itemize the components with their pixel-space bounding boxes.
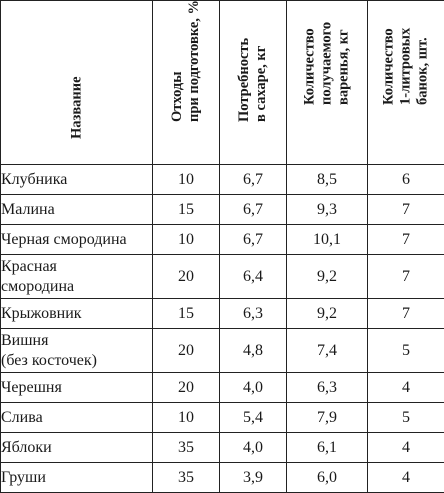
cell-jars: 4 [368, 463, 444, 493]
cell-name: Крыжовник [1, 299, 153, 329]
cell-waste: 20 [153, 255, 220, 299]
cell-waste: 20 [153, 329, 220, 373]
header-waste-label: Отходы при подготовке, % [169, 0, 203, 122]
cell-jam: 7,9 [287, 403, 368, 433]
cell-name: Слива [1, 403, 153, 433]
cell-jars: 5 [368, 403, 444, 433]
header-waste: Отходы при подготовке, % [153, 1, 220, 165]
cell-sugar: 3,9 [220, 463, 287, 493]
cell-jars: 7 [368, 195, 444, 225]
cell-jam: 9,2 [287, 255, 368, 299]
header-jam: Количество получаемого варенья, кг [287, 1, 368, 165]
header-row: Название Отходы при подготовке, % Потреб… [1, 1, 444, 165]
cell-jars: 7 [368, 255, 444, 299]
cell-jam: 7,4 [287, 329, 368, 373]
cell-waste: 10 [153, 165, 220, 195]
cell-sugar: 5,4 [220, 403, 287, 433]
header-sugar-label: Потребность в сахаре, кг [236, 38, 270, 122]
cell-jars: 6 [368, 165, 444, 195]
cell-jam: 6,3 [287, 373, 368, 403]
cell-name: Груши [1, 463, 153, 493]
cell-jam: 8,5 [287, 165, 368, 195]
cell-sugar: 6,7 [220, 195, 287, 225]
cell-jars: 5 [368, 329, 444, 373]
cell-jam: 9,2 [287, 299, 368, 329]
cell-jars: 4 [368, 433, 444, 463]
cell-jars: 7 [368, 299, 444, 329]
header-name-label: Название [68, 76, 85, 139]
cell-name: Малина [1, 195, 153, 225]
cell-jars: 4 [368, 373, 444, 403]
cell-jam: 10,1 [287, 225, 368, 255]
cell-name: Вишня (без косточек) [1, 329, 153, 373]
cell-jam: 6,1 [287, 433, 368, 463]
cell-sugar: 6,7 [220, 165, 287, 195]
cell-waste: 10 [153, 225, 220, 255]
cell-waste: 15 [153, 299, 220, 329]
cell-sugar: 4,0 [220, 433, 287, 463]
header-jars-label: Количество 1-литровых банок, шт. [381, 28, 432, 105]
cell-waste: 20 [153, 373, 220, 403]
cell-waste: 35 [153, 463, 220, 493]
cell-waste: 15 [153, 195, 220, 225]
cell-name: Черешня [1, 373, 153, 403]
cell-jars: 7 [368, 225, 444, 255]
cell-sugar: 6,7 [220, 225, 287, 255]
cell-name: Яблоки [1, 433, 153, 463]
cell-name: Черная смородина [1, 225, 153, 255]
cell-sugar: 6,4 [220, 255, 287, 299]
header-name: Название [1, 1, 153, 165]
header-sugar: Потребность в сахаре, кг [220, 1, 287, 165]
cell-waste: 35 [153, 433, 220, 463]
cell-jam: 6,0 [287, 463, 368, 493]
cell-sugar: 6,3 [220, 299, 287, 329]
header-jars: Количество 1-литровых банок, шт. [368, 1, 444, 165]
cell-sugar: 4,8 [220, 329, 287, 373]
cell-jam: 9,3 [287, 195, 368, 225]
cell-sugar: 4,0 [220, 373, 287, 403]
cell-waste: 10 [153, 403, 220, 433]
cell-name: Клубника [1, 165, 153, 195]
header-jam-label: Количество получаемого варенья, кг [302, 22, 353, 105]
cell-name: Красная смородина [1, 255, 153, 299]
